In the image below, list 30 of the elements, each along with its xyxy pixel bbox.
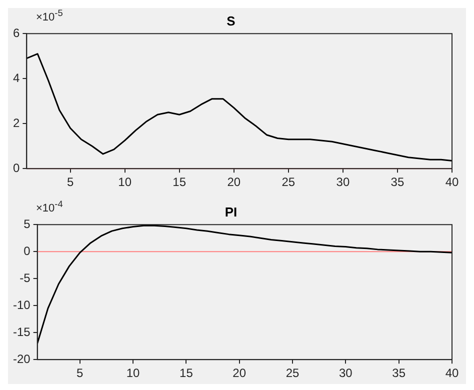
x-tick-label: 5 xyxy=(66,175,74,190)
y-tick-label: 4 xyxy=(12,70,20,85)
x-tick-label: 40 xyxy=(445,366,459,380)
y-tick-label: -5 xyxy=(20,270,31,285)
y-tick-label: -20 xyxy=(13,352,31,366)
x-tick-label: 30 xyxy=(336,175,350,190)
y-tick-label: -10 xyxy=(13,298,31,312)
y-tick-label: 2 xyxy=(12,116,20,130)
x-tick-label: 25 xyxy=(286,366,300,380)
x-tick-label: 15 xyxy=(180,366,194,380)
x-tick-label: 5 xyxy=(76,366,84,380)
y-tick-label: 6 xyxy=(12,26,20,40)
x-tick-label: 35 xyxy=(390,175,404,190)
y-tick-label: 0 xyxy=(12,160,20,175)
x-tick-label: 20 xyxy=(232,366,246,380)
x-tick-label: 15 xyxy=(172,175,186,190)
x-tick-label: 40 xyxy=(445,175,459,190)
chart-title: S xyxy=(226,13,236,28)
x-tick-label: 20 xyxy=(227,175,241,190)
text: ×10$^{-5}$ xyxy=(36,8,63,24)
chart-title: PI xyxy=(224,204,238,220)
text: ×10$^{-4}$ xyxy=(36,199,63,215)
y-tick-label: 0 xyxy=(24,244,31,258)
y-tick-label: -15 xyxy=(13,324,31,339)
x-tick-label: 25 xyxy=(282,175,296,190)
x-tick-label: 35 xyxy=(392,366,406,380)
x-tick-label: 10 xyxy=(118,175,132,190)
x-tick-label: 30 xyxy=(339,366,353,380)
y-tick-label: 5 xyxy=(24,216,31,231)
x-tick-label: 10 xyxy=(126,366,140,380)
